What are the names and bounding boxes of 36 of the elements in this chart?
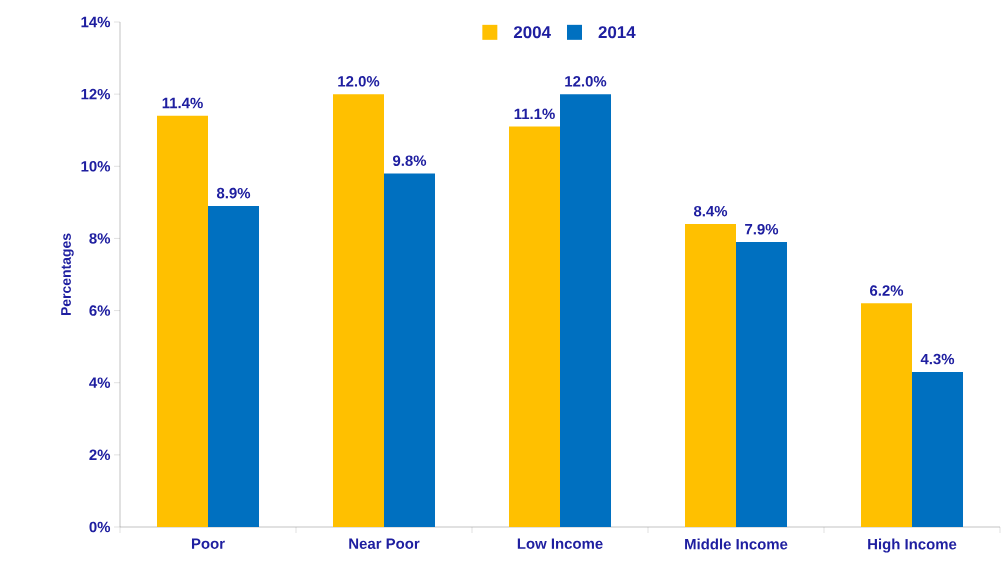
x-tick-label: High Income <box>868 538 957 553</box>
data-label: 12.0% <box>565 76 607 87</box>
bar <box>157 115 208 527</box>
y-tick-label: 8% <box>89 233 111 244</box>
bar <box>685 224 736 527</box>
data-label: 7.9% <box>745 223 779 235</box>
y-tick-label: 2% <box>89 449 111 461</box>
y-tick-label: 6% <box>89 305 111 316</box>
bar <box>384 173 435 527</box>
bar <box>912 371 963 527</box>
x-tick-label: Poor <box>191 538 225 549</box>
data-label: 4.3% <box>920 353 955 365</box>
x-tick-label: Low Income <box>517 538 603 549</box>
data-label: 12.0% <box>338 76 380 87</box>
x-tick-label: Near Poor <box>349 538 420 549</box>
bar <box>736 242 787 527</box>
bar <box>560 94 611 527</box>
y-tick-label: 12% <box>81 88 111 100</box>
data-label: 11.4% <box>162 97 203 109</box>
y-tick-label: 4% <box>89 377 111 388</box>
data-label: 8.4% <box>693 205 728 217</box>
bar <box>208 205 259 527</box>
bar <box>333 94 384 527</box>
y-tick-label: 10% <box>81 160 111 172</box>
bar <box>861 303 912 527</box>
data-label: 9.8% <box>392 155 427 166</box>
y-tick-label: 0% <box>89 521 111 533</box>
data-label: 11.1% <box>514 108 555 120</box>
legend-label: 2014 <box>598 26 636 39</box>
legend-label: 2004 <box>513 26 551 39</box>
x-tick-label: Middle Income <box>685 538 788 550</box>
bar <box>509 126 560 527</box>
y-axis-title: Percentages <box>61 233 74 316</box>
y-tick-label: 14% <box>81 16 111 28</box>
data-label: 6.2% <box>870 285 904 296</box>
data-label: 8.9% <box>216 187 251 199</box>
